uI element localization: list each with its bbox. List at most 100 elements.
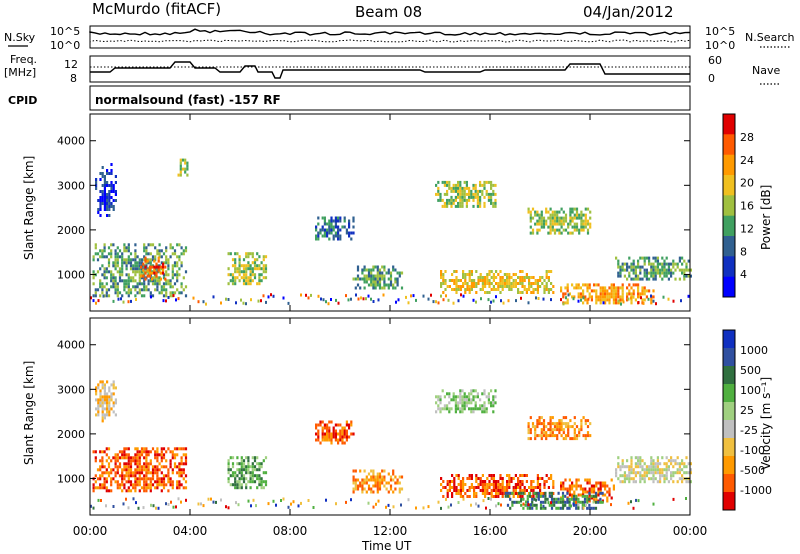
heatmap-cell — [637, 295, 640, 299]
heatmap-cell — [180, 462, 183, 466]
heatmap-cell — [376, 484, 379, 488]
heatmap-cell — [543, 285, 546, 288]
heatmap-cell — [118, 486, 122, 490]
heatmap-cell — [165, 291, 168, 295]
heatmap-cell — [378, 481, 382, 485]
heatmap-cell — [442, 486, 445, 489]
heatmap-cell — [326, 432, 329, 436]
heatmap-cell — [337, 237, 340, 241]
heatmap-cell — [125, 249, 128, 253]
heatmap-cell — [652, 271, 655, 275]
heatmap-cell — [442, 273, 445, 276]
heatmap-cell — [492, 204, 495, 208]
heatmap-cell — [250, 504, 252, 508]
heatmap-cell — [435, 410, 438, 414]
heatmap-cell — [508, 285, 511, 288]
heatmap-cell — [475, 502, 477, 506]
heatmap-cell — [127, 474, 130, 478]
heatmap-cell — [494, 198, 497, 202]
heatmap-cell — [439, 198, 442, 202]
heatmap-cell — [617, 262, 620, 266]
heatmap-cell — [472, 204, 475, 208]
heatmap-cell — [454, 186, 457, 190]
heatmap-cell — [569, 210, 572, 214]
heatmap-cell — [466, 282, 469, 285]
heatmap-cell — [334, 234, 337, 238]
heatmap-cell — [551, 216, 554, 220]
heatmap-cell — [437, 198, 440, 202]
heatmap-cell — [560, 286, 563, 290]
heatmap-cell — [654, 268, 657, 272]
heatmap-cell — [549, 228, 552, 232]
heatmap-cell — [114, 249, 117, 253]
heatmap-cell — [312, 506, 315, 509]
heatmap-cell — [156, 477, 159, 481]
heatmap-cell — [459, 398, 462, 402]
heatmap-cell — [330, 438, 333, 442]
heatmap-cell — [149, 261, 152, 265]
heatmap-cell — [590, 298, 593, 302]
heatmap-cell — [485, 410, 488, 414]
heatmap-cell — [242, 276, 246, 280]
cpid-label: CPID — [8, 94, 37, 107]
heatmap-cell — [632, 471, 635, 475]
heatmap-cell — [125, 282, 128, 286]
heatmap-cell — [557, 497, 560, 501]
heatmap-cell — [454, 204, 457, 208]
heatmap-cell — [492, 395, 495, 399]
heatmap-cell — [337, 438, 340, 442]
heatmap-cell — [535, 296, 537, 300]
heatmap-cell — [372, 484, 375, 488]
heatmap-cell — [240, 486, 243, 490]
heatmap-cell — [121, 261, 124, 265]
heatmap-cell — [374, 265, 377, 269]
heatmap-cell — [378, 478, 382, 482]
heatmap-cell — [488, 282, 491, 285]
heatmap-cell — [160, 255, 163, 259]
heatmap-cell — [468, 477, 471, 480]
heatmap-cell — [495, 504, 497, 508]
heatmap-cell — [472, 407, 475, 411]
heatmap-cell — [106, 202, 109, 205]
heatmap-cell — [92, 299, 95, 303]
heatmap-cell — [367, 268, 371, 272]
heatmap-cell — [422, 294, 425, 298]
heatmap-cell — [536, 483, 539, 486]
heatmap-cell — [674, 277, 677, 281]
heatmap-cell — [186, 161, 189, 165]
heatmap-cell — [510, 282, 513, 285]
heatmap-cell — [661, 256, 664, 260]
heatmap-cell — [610, 478, 613, 482]
heatmap-cell — [529, 428, 532, 432]
heatmap-cell — [459, 401, 462, 405]
velocity-y-axis-label: Slant Range [km] — [22, 361, 36, 465]
heatmap-cell — [96, 270, 100, 274]
heatmap-cell — [437, 192, 440, 196]
heatmap-cell — [441, 204, 444, 208]
heatmap-cell — [238, 483, 241, 487]
heatmap-cell — [470, 285, 473, 288]
heatmap-cell — [247, 462, 250, 466]
noise-tick-right-high: 10^5 — [705, 25, 735, 38]
heatmap-cell — [392, 265, 395, 269]
heatmap-cell — [99, 255, 102, 259]
heatmap-cell — [262, 267, 265, 271]
heatmap-cell — [145, 489, 148, 493]
heatmap-cell — [99, 380, 102, 384]
heatmap-cell — [165, 502, 167, 506]
heatmap-cell — [459, 180, 462, 184]
heatmap-cell — [136, 465, 139, 469]
heatmap-cell — [95, 187, 98, 190]
heatmap-cell — [589, 225, 592, 229]
heatmap-cell — [123, 453, 126, 457]
heatmap-cell — [154, 480, 157, 484]
heatmap-cell — [367, 283, 371, 287]
heatmap-cell — [508, 276, 511, 279]
heatmap-cell — [258, 480, 261, 484]
heatmap-cell — [383, 268, 386, 272]
heatmap-cell — [345, 231, 348, 235]
heatmap-cell — [125, 468, 128, 472]
heatmap-cell — [127, 255, 130, 259]
heatmap-cell — [667, 468, 670, 472]
heatmap-cell — [468, 495, 471, 498]
